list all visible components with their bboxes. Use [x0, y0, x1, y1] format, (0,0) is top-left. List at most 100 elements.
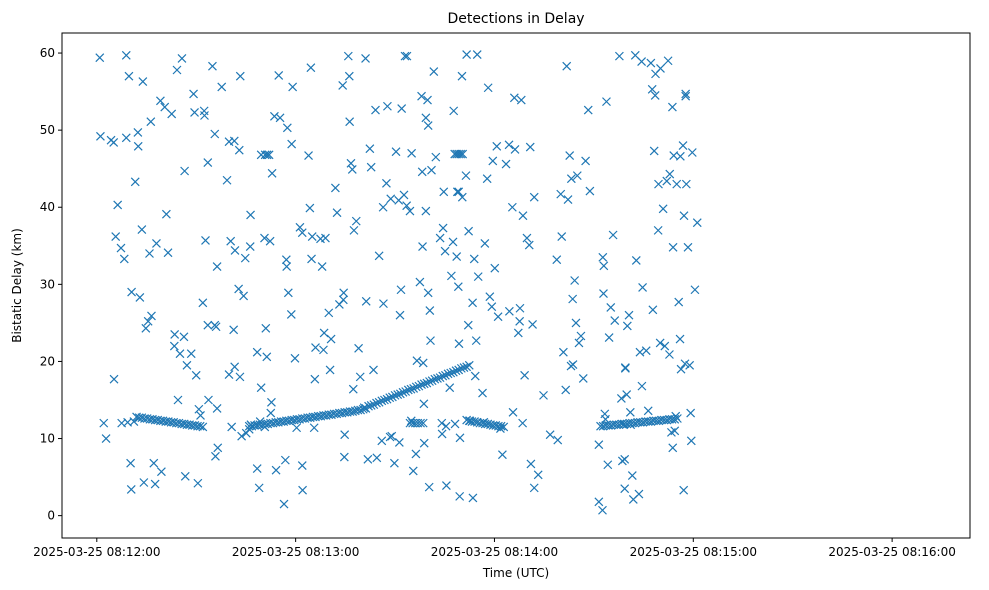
data-point — [421, 113, 431, 123]
data-point — [675, 151, 685, 161]
data-point — [439, 187, 449, 197]
data-point — [643, 406, 653, 416]
data-point — [149, 458, 159, 468]
data-point — [663, 56, 673, 66]
data-point — [631, 256, 641, 265]
plot-area-frame — [61, 32, 971, 539]
data-point — [468, 493, 478, 503]
data-point — [472, 50, 482, 60]
data-point — [438, 371, 448, 381]
data-point — [656, 64, 665, 73]
data-point — [463, 320, 473, 330]
data-point — [454, 339, 464, 349]
data-point — [256, 383, 266, 393]
data-point — [156, 467, 166, 477]
data-point — [161, 209, 171, 219]
data-point — [292, 423, 302, 433]
data-point — [446, 368, 456, 378]
data-point — [374, 251, 384, 261]
data-point — [624, 310, 634, 320]
data-point — [458, 149, 468, 159]
data-point — [419, 399, 429, 409]
data-point — [518, 211, 528, 221]
data-point — [528, 320, 537, 329]
data-point — [235, 372, 245, 382]
data-point — [622, 321, 632, 331]
data-point — [445, 383, 455, 393]
data-point — [143, 316, 153, 326]
data-point — [401, 387, 411, 396]
data-point — [496, 421, 506, 431]
x-tick-label: 2025-03-25 08:13:00 — [232, 545, 359, 559]
x-tick-label: 2025-03-25 08:16:00 — [828, 545, 955, 559]
data-point — [518, 418, 528, 428]
data-point — [650, 91, 660, 100]
data-point — [526, 459, 536, 469]
data-point — [406, 416, 416, 426]
data-point — [266, 408, 276, 418]
data-point — [338, 81, 348, 90]
data-point — [483, 83, 493, 93]
data-point — [325, 365, 335, 375]
data-point — [457, 71, 467, 81]
data-point — [235, 71, 245, 81]
data-point — [177, 54, 187, 63]
data-point — [634, 489, 644, 499]
data-point — [129, 417, 139, 427]
data-point — [372, 398, 381, 408]
data-point — [508, 407, 518, 417]
data-point — [583, 105, 593, 115]
data-point — [212, 404, 222, 413]
data-point — [349, 225, 359, 235]
data-point — [418, 418, 428, 428]
data-point — [443, 369, 453, 379]
data-point — [211, 451, 220, 461]
data-point — [681, 89, 691, 99]
data-point — [271, 465, 281, 475]
data-point — [146, 117, 156, 127]
data-point — [363, 454, 373, 464]
data-point — [620, 454, 630, 464]
data-point — [396, 285, 406, 295]
data-point — [658, 204, 668, 214]
data-point — [297, 228, 307, 238]
data-point — [379, 299, 388, 309]
data-point — [504, 306, 514, 316]
data-point — [602, 97, 611, 107]
data-point — [347, 165, 357, 174]
data-point — [606, 303, 616, 312]
data-point — [307, 254, 316, 264]
data-point — [425, 306, 435, 315]
data-point — [492, 141, 502, 151]
data-point — [369, 400, 379, 410]
data-point — [452, 252, 462, 262]
data-point — [355, 372, 365, 382]
data-point — [170, 330, 180, 339]
data-point — [414, 381, 424, 391]
data-point — [522, 233, 532, 243]
data-point — [190, 107, 199, 117]
data-point — [416, 418, 425, 428]
data-point — [516, 95, 526, 105]
data-point — [441, 481, 451, 490]
data-point — [172, 65, 182, 75]
data-point — [348, 384, 358, 394]
data-point — [121, 50, 131, 60]
data-point — [111, 232, 121, 241]
data-point — [487, 302, 497, 312]
data-point — [423, 288, 433, 298]
data-point — [665, 350, 674, 359]
data-point — [222, 175, 232, 185]
data-point — [470, 417, 480, 427]
data-point — [109, 138, 119, 147]
data-point — [237, 431, 247, 441]
data-point — [137, 225, 147, 235]
data-point — [213, 443, 223, 453]
data-point — [400, 51, 410, 61]
data-point — [240, 253, 250, 263]
data-point — [427, 376, 437, 386]
data-point — [620, 363, 630, 373]
data-point — [361, 54, 370, 63]
data-point — [269, 111, 279, 121]
